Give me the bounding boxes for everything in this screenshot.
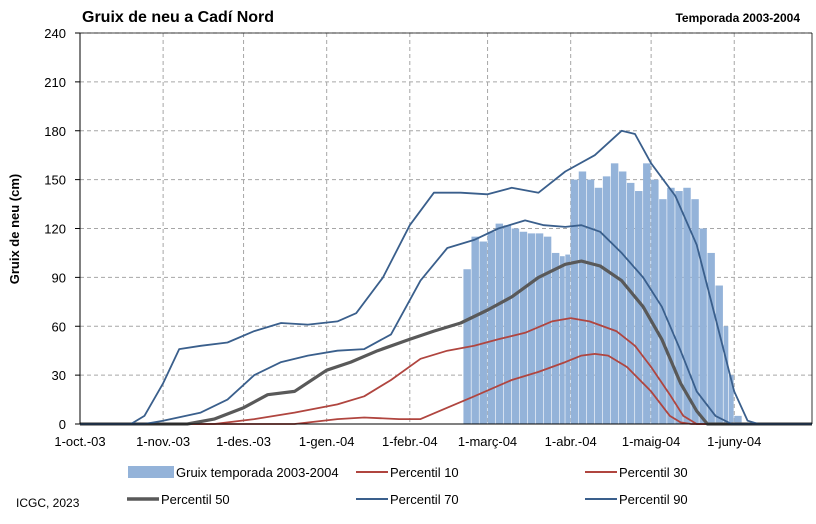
snow-depth-bar (479, 241, 487, 424)
legend-swatch-bars (128, 466, 174, 478)
x-tick-label: 1-març-04 (458, 434, 517, 449)
x-tick-labels: 1-oct.-03 1-nov.-03 1-des.-03 1-gen.-04 1-fe… (54, 434, 761, 449)
snow-depth-bar (527, 233, 536, 424)
y-tick-label: 240 (44, 26, 66, 41)
legend-label-p70: Percentil 70 (390, 492, 459, 507)
x-tick-label: 1-des.-03 (216, 434, 271, 449)
percentile-50-line (80, 259, 812, 426)
snow-depth-bar (715, 285, 723, 424)
legend-label-p30: Percentil 30 (619, 465, 688, 480)
snow-depth-bar (511, 228, 520, 424)
snow-depth-bar (699, 228, 707, 424)
percentile-10-line (80, 352, 812, 425)
snow-depth-bar (586, 179, 595, 424)
snow-depth-bar (691, 199, 699, 424)
snow-depth-bar (734, 415, 742, 424)
snow-depth-bar (618, 171, 627, 424)
y-tick-label: 0 (59, 417, 66, 432)
snow-depth-bar (643, 163, 651, 425)
y-tick-label: 210 (44, 75, 66, 90)
legend: Gruix temporada 2003-2004 Percentil 10 P… (127, 465, 688, 507)
y-tick-label: 150 (44, 173, 66, 188)
snow-depth-bar (675, 191, 683, 424)
snow-depth-bar (495, 223, 504, 424)
axes (75, 32, 813, 425)
x-tick-label: 1-gen.-04 (299, 434, 355, 449)
percentile-90-line (80, 129, 812, 425)
snow-depth-bar (570, 179, 579, 424)
y-tick-label: 60 (52, 319, 66, 334)
snow-depth-bar (535, 233, 544, 424)
y-axis-title: Gruix de neu (cm) (7, 174, 22, 285)
x-tick-label: 1-oct.-03 (54, 434, 105, 449)
snow-depth-bar (723, 326, 729, 424)
snow-depth-bar (551, 252, 560, 424)
y-tick-label: 120 (44, 222, 66, 237)
snow-depth-bar (610, 163, 619, 425)
snow-depth-bar (578, 171, 587, 424)
percentile-lines (80, 129, 812, 426)
y-tick-labels: 0 30 60 90 120 150 180 210 240 (44, 26, 66, 432)
snow-depth-bars (463, 163, 742, 425)
legend-label-bars: Gruix temporada 2003-2004 (176, 465, 339, 480)
snow-depth-bar (635, 191, 643, 424)
snow-depth-bar (594, 187, 603, 424)
snow-depth-bar (667, 187, 675, 424)
chart-title: Gruix de neu a Cadí Nord (82, 9, 274, 26)
snow-depth-bar (565, 254, 571, 424)
snow-depth-bar (543, 236, 552, 424)
snow-depth-bar (659, 199, 667, 424)
x-tick-label: 1-nov.-03 (136, 434, 190, 449)
x-tick-label: 1-abr.-04 (545, 434, 597, 449)
legend-label-p90: Percentil 90 (619, 492, 688, 507)
y-tick-label: 30 (52, 368, 66, 383)
x-tick-label: 1-febr.-04 (382, 434, 438, 449)
snow-depth-bar (503, 225, 512, 424)
snow-depth-bar (602, 176, 611, 424)
snow-depth-bar (519, 231, 528, 424)
snow-depth-bar (471, 236, 479, 424)
y-tick-label: 90 (52, 270, 66, 285)
snow-depth-bar (626, 182, 635, 424)
snow-depth-bar (728, 375, 734, 424)
legend-label-p50: Percentil 50 (161, 492, 230, 507)
snow-depth-bar (651, 179, 659, 424)
percentile-70-line (80, 219, 812, 425)
x-tick-label: 1-maig-04 (622, 434, 681, 449)
snow-depth-bar (487, 231, 496, 424)
percentile-30-line (80, 317, 812, 425)
credit-text: ICGC, 2023 (16, 496, 80, 510)
snow-depth-bar (559, 256, 565, 424)
x-tick-label: 1-juny-04 (707, 434, 761, 449)
legend-label-p10: Percentil 10 (390, 465, 459, 480)
snow-depth-bar (683, 187, 691, 424)
season-label: Temporada 2003-2004 (675, 11, 800, 25)
snow-depth-bar (707, 252, 715, 424)
y-tick-label: 180 (44, 124, 66, 139)
